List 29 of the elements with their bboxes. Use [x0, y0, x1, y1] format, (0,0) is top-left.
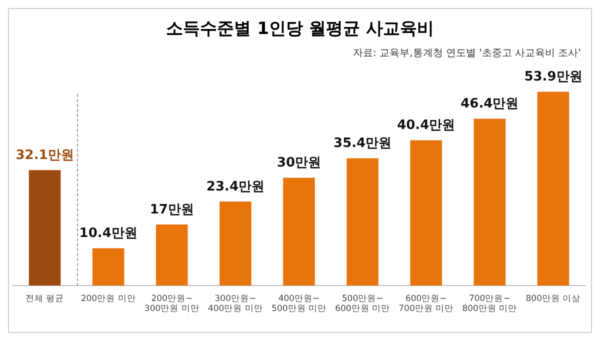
chart-title: 소득수준별 1인당 월평균 사교육비	[165, 18, 435, 40]
text: 자료: 교육부,통계청 연도별 '초중고 사교육비 조사'	[352, 47, 581, 60]
bar	[537, 92, 570, 286]
x-tick-label: 400만원~500만원 미만	[272, 294, 326, 314]
data-label: 53.9만원	[524, 70, 582, 85]
x-tick-label: 전체 평균	[25, 294, 64, 304]
bar	[346, 158, 378, 286]
x-tick-label: 200만원 미만	[80, 294, 136, 304]
x-tick-label: 600만원~700만원 미만	[398, 294, 454, 314]
bar	[92, 248, 124, 286]
bar	[156, 224, 188, 286]
data-label: 40.4만원	[397, 118, 456, 134]
data-label: 30만원	[276, 156, 322, 171]
bar	[474, 118, 506, 286]
data-label: 23.4만원	[206, 179, 264, 194]
bar	[410, 140, 442, 286]
data-label: 35.4만원	[334, 136, 392, 152]
data-label: 32.1만원	[16, 148, 74, 164]
data-label: 10.4만원	[79, 226, 138, 242]
x-tick-label: 300만원~400만원 미만	[208, 294, 263, 314]
bar	[28, 170, 61, 286]
data-label: 17만원	[150, 202, 194, 218]
x-tick-label: 800만원 이상	[526, 294, 581, 304]
x-tick-label: 700만원~800만원 미만	[462, 294, 518, 314]
x-tick-label: 200만원~300만원 미만	[144, 294, 200, 314]
bar	[283, 178, 315, 286]
data-label: 46.4만원	[460, 96, 519, 112]
bar	[220, 201, 252, 286]
x-tick-label: 500만원~600만원 미만	[335, 294, 390, 314]
